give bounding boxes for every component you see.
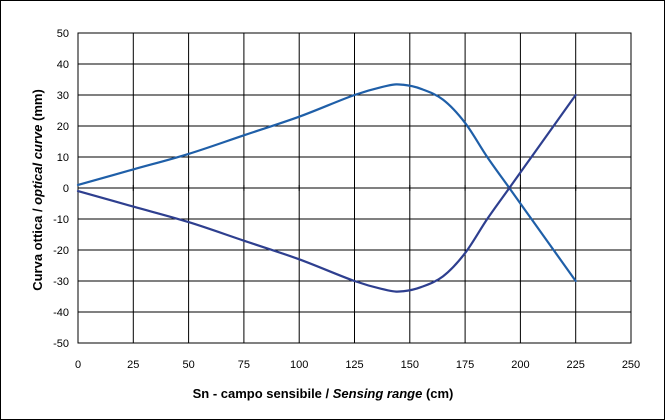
x-tick-label: 125 (345, 359, 363, 371)
x-tick-label: 175 (456, 359, 474, 371)
series-line-1 (76, 83, 577, 283)
y-tick-label: 20 (57, 121, 69, 133)
y-tick-label: -40 (53, 307, 69, 319)
x-tick-label: 250 (622, 359, 640, 371)
x-axis-title: Sn - campo sensibile / Sensing range (cm… (193, 386, 454, 401)
y-axis-title: Curva ottica / optical curve (mm) (30, 89, 45, 291)
y-tick-label: 40 (57, 59, 69, 71)
y-tick-label: 30 (57, 90, 69, 102)
grid (77, 32, 632, 344)
y-tick-label: -20 (53, 245, 69, 257)
series-line-2 (76, 93, 577, 293)
x-tick-label: 150 (401, 359, 419, 371)
x-tick-label: 75 (238, 359, 250, 371)
y-tick-label: 0 (63, 183, 69, 195)
y-tick-label: -10 (53, 214, 69, 226)
y-tick-label: 10 (57, 152, 69, 164)
x-tick-label: 100 (290, 359, 308, 371)
x-tick-label: 0 (75, 359, 81, 371)
y-tick-label: 50 (57, 28, 69, 40)
x-tick-labels: 0 25 50 75 100 125 150 175 200 225 250 (75, 359, 640, 371)
x-tick-label: 25 (127, 359, 139, 371)
y-tick-label: -30 (53, 276, 69, 288)
x-tick-label: 225 (567, 359, 585, 371)
x-tick-label: 50 (182, 359, 194, 371)
plot-area-border (77, 32, 632, 344)
y-tick-label: -50 (53, 338, 69, 350)
series-group (76, 83, 577, 293)
x-tick-label: 200 (511, 359, 529, 371)
y-tick-labels: 50 40 30 20 10 0 -10 -20 -30 -40 -50 (53, 28, 69, 350)
